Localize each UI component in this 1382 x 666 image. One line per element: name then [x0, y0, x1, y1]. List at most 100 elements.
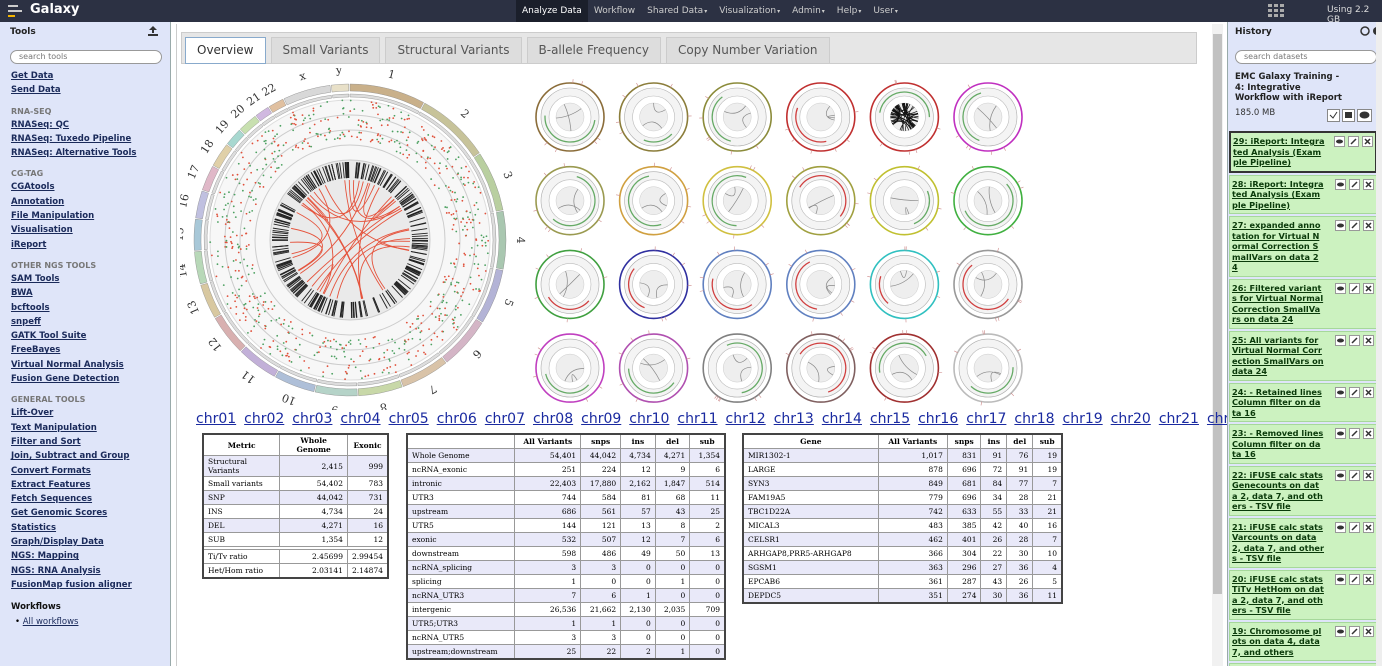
- delete-icon[interactable]: [1363, 386, 1374, 398]
- chromosome-link[interactable]: chr05: [388, 411, 429, 427]
- edit-icon[interactable]: [1349, 428, 1360, 439]
- chromosome-link[interactable]: chr03: [292, 411, 333, 427]
- history-item-name[interactable]: 21: iFUSE calc stats Varcounts on data 2…: [1232, 521, 1325, 564]
- delete-icon[interactable]: [1363, 469, 1374, 481]
- tool-link[interactable]: NGS: Mapping: [11, 551, 79, 562]
- history-search[interactable]: search datasets: [1235, 50, 1377, 64]
- chromosome-link[interactable]: chr18: [1014, 411, 1055, 427]
- tool-link[interactable]: bcftools: [11, 302, 50, 313]
- edit-icon[interactable]: [1349, 220, 1360, 231]
- delete-icon[interactable]: [1363, 625, 1374, 637]
- edit-icon[interactable]: [1349, 386, 1360, 398]
- tool-link[interactable]: GATK Tool Suite: [11, 331, 87, 342]
- tab[interactable]: Copy Number Variation: [666, 37, 830, 64]
- eye-icon[interactable]: [1335, 573, 1346, 585]
- tool-link[interactable]: Extract Features: [11, 479, 91, 490]
- chromosome-link[interactable]: chr08: [532, 411, 574, 427]
- edit-icon[interactable]: [1349, 573, 1360, 585]
- chromosome-link[interactable]: chr10: [629, 411, 670, 427]
- tab[interactable]: Small Variants: [270, 37, 381, 64]
- history-item[interactable]: 27: expanded annotation for Virtual Norm…: [1229, 216, 1377, 277]
- tool-link[interactable]: FusionMap fusion aligner: [11, 579, 132, 590]
- chromosome-link[interactable]: chr14: [821, 411, 862, 427]
- history-item[interactable]: 19: Chromosome plots on data 4, data 7, …: [1229, 621, 1377, 661]
- tool-link[interactable]: snpeff: [11, 316, 41, 327]
- tool-link[interactable]: Fetch Sequences: [11, 494, 93, 505]
- chromosome-link[interactable]: chr13: [773, 411, 814, 427]
- tool-link[interactable]: Filter and Sort: [11, 436, 81, 447]
- chromosome-link[interactable]: chr06: [436, 411, 477, 427]
- tab[interactable]: Structural Variants: [385, 37, 522, 64]
- edit-icon[interactable]: [1349, 282, 1360, 294]
- history-item-name[interactable]: 19: Chromosome plots on data 4, data 7, …: [1232, 625, 1322, 657]
- tool-link[interactable]: Annotation: [11, 196, 65, 207]
- eye-icon[interactable]: [1335, 469, 1346, 481]
- eye-icon[interactable]: [1335, 521, 1346, 533]
- tool-link[interactable]: Statistics: [11, 522, 57, 533]
- chromosome-link[interactable]: chr17: [966, 411, 1007, 427]
- tool-link[interactable]: Virtual Normal Analysis: [11, 359, 124, 370]
- history-item-name[interactable]: 20: iFUSE calc stats TiTv HetHom on data…: [1232, 573, 1324, 616]
- tool-search[interactable]: search tools: [10, 50, 162, 64]
- history-item-name[interactable]: 22: iFUSE calc stats Genecounts on data …: [1232, 469, 1323, 512]
- history-item-name[interactable]: 28: iReport: Integrated Analysis (Exampl…: [1232, 178, 1324, 210]
- tool-link[interactable]: CGAtools: [11, 182, 55, 193]
- tool-link[interactable]: BWA: [11, 288, 33, 299]
- history-item-name[interactable]: 23: - Removed lines Column filter on dat…: [1232, 428, 1324, 459]
- tool-link[interactable]: SAM Tools: [11, 273, 60, 284]
- history-item[interactable]: 28: iReport: Integrated Analysis (Exampl…: [1229, 174, 1377, 214]
- history-item[interactable]: 26: Filtered variants for Virtual Normal…: [1229, 278, 1377, 329]
- delete-icon[interactable]: [1362, 136, 1373, 147]
- tool-link[interactable]: Join, Subtract and Group: [11, 451, 130, 462]
- chromosome-link[interactable]: chr12: [725, 411, 766, 427]
- chromosome-link[interactable]: chr02: [244, 411, 285, 427]
- tool-link[interactable]: RNASeq: Tuxedo Pipeline: [11, 133, 132, 144]
- scrollbar[interactable]: [1376, 22, 1382, 666]
- edit-icon[interactable]: [1349, 334, 1360, 346]
- chromosome-link[interactable]: chr19: [1062, 411, 1103, 427]
- edit-icon[interactable]: [1349, 625, 1360, 637]
- nav-item[interactable]: Shared Data: [641, 0, 713, 22]
- history-name[interactable]: EMC Galaxy Training - 4: Integrative Wor…: [1235, 72, 1342, 103]
- tab[interactable]: Overview: [185, 37, 266, 64]
- history-item[interactable]: 22: iFUSE calc stats Genecounts on data …: [1229, 465, 1377, 516]
- eye-icon[interactable]: [1335, 334, 1346, 346]
- chromosome-link[interactable]: chr16: [918, 411, 959, 427]
- delete-icon[interactable]: [1363, 573, 1374, 585]
- chromosome-link[interactable]: chr11: [677, 411, 718, 427]
- nav-item[interactable]: Help: [831, 0, 868, 22]
- tool-link[interactable]: Graph/Display Data: [11, 537, 104, 548]
- nav-item[interactable]: User: [867, 0, 904, 22]
- tool-link[interactable]: Fusion Gene Detection: [11, 374, 120, 385]
- eye-icon[interactable]: [1335, 428, 1346, 439]
- tool-link[interactable]: RNASeq: Alternative Tools: [11, 148, 137, 159]
- nav-item[interactable]: Analyze Data: [516, 0, 588, 22]
- history-item-name[interactable]: 25: All variants for Virtual Normal Corr…: [1232, 334, 1324, 377]
- nav-item[interactable]: Workflow: [593, 6, 636, 16]
- nav-item[interactable]: Visualization: [713, 0, 786, 22]
- chromosome-link[interactable]: chr15: [869, 411, 911, 427]
- history-item-name[interactable]: 24: - Retained lines Column filter on da…: [1232, 386, 1322, 418]
- eye-icon[interactable]: [1335, 220, 1346, 231]
- history-item-name[interactable]: 29: iReport: Integrated Analysis (Exampl…: [1233, 136, 1325, 167]
- scrollbar[interactable]: [1212, 24, 1223, 666]
- tool-link[interactable]: File Manipulation: [11, 211, 95, 222]
- edit-icon[interactable]: [1348, 136, 1359, 147]
- tool-link[interactable]: Get Data: [11, 71, 54, 81]
- chromosome-link[interactable]: chr21: [1158, 411, 1199, 427]
- history-item[interactable]: 21: iFUSE calc stats Varcounts on data 2…: [1229, 517, 1377, 568]
- tool-link[interactable]: RNASeq: QC: [11, 119, 70, 130]
- delete-icon[interactable]: [1363, 220, 1374, 231]
- history-icons[interactable]: [1327, 109, 1373, 122]
- tool-link[interactable]: FreeBayes: [11, 345, 61, 356]
- chromosome-link[interactable]: chr07: [484, 411, 525, 427]
- tool-link[interactable]: Convert Formats: [11, 465, 91, 476]
- delete-icon[interactable]: [1363, 282, 1374, 294]
- history-item[interactable]: 29: iReport: Integrated Analysis (Exampl…: [1229, 131, 1377, 173]
- eye-icon[interactable]: [1335, 178, 1346, 190]
- delete-icon[interactable]: [1363, 334, 1374, 346]
- nav-item[interactable]: Admin: [786, 0, 831, 22]
- delete-icon[interactable]: [1363, 178, 1374, 190]
- history-item[interactable]: 20: iFUSE calc stats TiTv HetHom on data…: [1229, 569, 1377, 620]
- upload-icon[interactable]: [147, 25, 159, 37]
